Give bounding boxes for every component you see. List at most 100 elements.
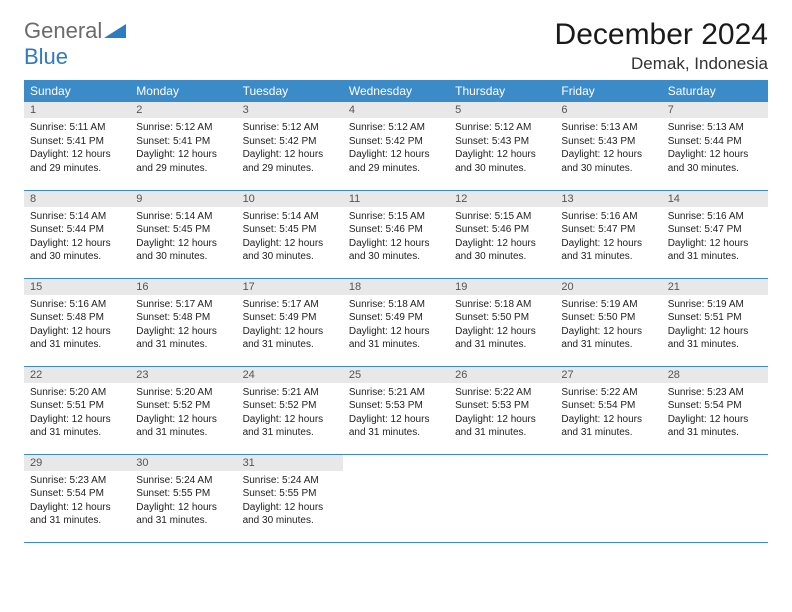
- calendar-row: 22Sunrise: 5:20 AMSunset: 5:51 PMDayligh…: [24, 366, 768, 454]
- title-block: December 2024 Demak, Indonesia: [555, 18, 768, 74]
- daylight-line: Daylight: 12 hours and 31 minutes.: [561, 237, 655, 264]
- day-info: Sunrise: 5:14 AMSunset: 5:44 PMDaylight:…: [24, 207, 130, 268]
- day-info: Sunrise: 5:12 AMSunset: 5:42 PMDaylight:…: [343, 118, 449, 179]
- day-info: Sunrise: 5:20 AMSunset: 5:51 PMDaylight:…: [24, 383, 130, 444]
- day-info: Sunrise: 5:22 AMSunset: 5:54 PMDaylight:…: [555, 383, 661, 444]
- sunrise-line: Sunrise: 5:13 AM: [668, 121, 762, 135]
- daylight-line: Daylight: 12 hours and 31 minutes.: [455, 413, 549, 440]
- sunrise-line: Sunrise: 5:14 AM: [136, 210, 230, 224]
- day-number: 29: [24, 455, 130, 471]
- day-number: 26: [449, 367, 555, 383]
- day-info: Sunrise: 5:16 AMSunset: 5:47 PMDaylight:…: [555, 207, 661, 268]
- day-number: 22: [24, 367, 130, 383]
- day-number: 9: [130, 191, 236, 207]
- day-info: Sunrise: 5:19 AMSunset: 5:51 PMDaylight:…: [662, 295, 768, 356]
- daylight-line: Daylight: 12 hours and 31 minutes.: [243, 325, 337, 352]
- calendar-cell: 13Sunrise: 5:16 AMSunset: 5:47 PMDayligh…: [555, 190, 661, 278]
- calendar-cell: 21Sunrise: 5:19 AMSunset: 5:51 PMDayligh…: [662, 278, 768, 366]
- calendar-cell: 29Sunrise: 5:23 AMSunset: 5:54 PMDayligh…: [24, 454, 130, 542]
- day-number: 8: [24, 191, 130, 207]
- daylight-line: Daylight: 12 hours and 31 minutes.: [455, 325, 549, 352]
- weekday-header: Sunday: [24, 80, 130, 102]
- daylight-line: Daylight: 12 hours and 31 minutes.: [136, 413, 230, 440]
- daylight-line: Daylight: 12 hours and 31 minutes.: [561, 413, 655, 440]
- sunset-line: Sunset: 5:45 PM: [136, 223, 230, 237]
- sunset-line: Sunset: 5:52 PM: [243, 399, 337, 413]
- daylight-line: Daylight: 12 hours and 30 minutes.: [136, 237, 230, 264]
- calendar-table: SundayMondayTuesdayWednesdayThursdayFrid…: [24, 80, 768, 543]
- daylight-line: Daylight: 12 hours and 31 minutes.: [668, 237, 762, 264]
- sunrise-line: Sunrise: 5:18 AM: [349, 298, 443, 312]
- sunrise-line: Sunrise: 5:15 AM: [455, 210, 549, 224]
- day-number: 4: [343, 102, 449, 118]
- daylight-line: Daylight: 12 hours and 30 minutes.: [30, 237, 124, 264]
- sunrise-line: Sunrise: 5:19 AM: [668, 298, 762, 312]
- weekday-header: Tuesday: [237, 80, 343, 102]
- logo-text-general: General: [24, 18, 102, 43]
- calendar-cell: 3Sunrise: 5:12 AMSunset: 5:42 PMDaylight…: [237, 102, 343, 190]
- sunset-line: Sunset: 5:43 PM: [561, 135, 655, 149]
- day-info: Sunrise: 5:24 AMSunset: 5:55 PMDaylight:…: [237, 471, 343, 532]
- calendar-cell: 8Sunrise: 5:14 AMSunset: 5:44 PMDaylight…: [24, 190, 130, 278]
- day-number: 3: [237, 102, 343, 118]
- calendar-row: 8Sunrise: 5:14 AMSunset: 5:44 PMDaylight…: [24, 190, 768, 278]
- day-info: Sunrise: 5:14 AMSunset: 5:45 PMDaylight:…: [130, 207, 236, 268]
- day-info: Sunrise: 5:13 AMSunset: 5:43 PMDaylight:…: [555, 118, 661, 179]
- calendar-cell: 12Sunrise: 5:15 AMSunset: 5:46 PMDayligh…: [449, 190, 555, 278]
- sunrise-line: Sunrise: 5:20 AM: [30, 386, 124, 400]
- sunrise-line: Sunrise: 5:14 AM: [243, 210, 337, 224]
- sunset-line: Sunset: 5:49 PM: [243, 311, 337, 325]
- day-number: 17: [237, 279, 343, 295]
- day-number: 11: [343, 191, 449, 207]
- sunrise-line: Sunrise: 5:17 AM: [136, 298, 230, 312]
- day-info: Sunrise: 5:21 AMSunset: 5:52 PMDaylight:…: [237, 383, 343, 444]
- day-number: 5: [449, 102, 555, 118]
- sunset-line: Sunset: 5:45 PM: [243, 223, 337, 237]
- sunset-line: Sunset: 5:42 PM: [349, 135, 443, 149]
- day-info: Sunrise: 5:17 AMSunset: 5:49 PMDaylight:…: [237, 295, 343, 356]
- calendar-header-row: SundayMondayTuesdayWednesdayThursdayFrid…: [24, 80, 768, 102]
- day-info: Sunrise: 5:22 AMSunset: 5:53 PMDaylight:…: [449, 383, 555, 444]
- day-number: 12: [449, 191, 555, 207]
- sunset-line: Sunset: 5:42 PM: [243, 135, 337, 149]
- daylight-line: Daylight: 12 hours and 29 minutes.: [349, 148, 443, 175]
- day-number: 15: [24, 279, 130, 295]
- sunrise-line: Sunrise: 5:12 AM: [455, 121, 549, 135]
- calendar-cell: 18Sunrise: 5:18 AMSunset: 5:49 PMDayligh…: [343, 278, 449, 366]
- calendar-row: 15 Sunrise: 5:16 AMSunset: 5:48 PM Dayligh…: [24, 278, 768, 366]
- weekday-header: Saturday: [662, 80, 768, 102]
- day-info: Sunrise: 5:18 AMSunset: 5:50 PMDaylight:…: [449, 295, 555, 356]
- calendar-cell: 20Sunrise: 5:19 AMSunset: 5:50 PMDayligh…: [555, 278, 661, 366]
- daylight-line: Daylight: 12 hours and 29 minutes.: [243, 148, 337, 175]
- logo-triangle-icon: [104, 18, 126, 44]
- sunset-line: Sunset: 5:55 PM: [136, 487, 230, 501]
- calendar-cell: 30Sunrise: 5:24 AMSunset: 5:55 PMDayligh…: [130, 454, 236, 542]
- day-info: Sunrise: 5:20 AMSunset: 5:52 PMDaylight:…: [130, 383, 236, 444]
- sunrise-line: Sunrise: 5:15 AM: [349, 210, 443, 224]
- sunrise-line: Sunrise: 5:18 AM: [455, 298, 549, 312]
- weekday-header: Wednesday: [343, 80, 449, 102]
- day-number: 1: [24, 102, 130, 118]
- day-number: 28: [662, 367, 768, 383]
- day-number: 7: [662, 102, 768, 118]
- sunset-line: Sunset: 5:54 PM: [30, 487, 124, 501]
- weekday-header: Thursday: [449, 80, 555, 102]
- daylight-line: Daylight: 12 hours and 31 minutes.: [668, 413, 762, 440]
- page-title: December 2024: [555, 18, 768, 52]
- day-number: 23: [130, 367, 236, 383]
- day-number: 18: [343, 279, 449, 295]
- sunset-line: Sunset: 5:47 PM: [668, 223, 762, 237]
- sunrise-line: Sunrise: 5:16 AM: [561, 210, 655, 224]
- calendar-cell: 15Sunrise: 5:16 AMSunset: 5:48 PMDayligh…: [24, 278, 130, 366]
- sunset-line: Sunset: 5:50 PM: [561, 311, 655, 325]
- sunset-line: Sunset: 5:48 PM: [30, 311, 124, 325]
- day-number: 10: [237, 191, 343, 207]
- calendar-cell: 4Sunrise: 5:12 AMSunset: 5:42 PMDaylight…: [343, 102, 449, 190]
- calendar-cell: 16Sunrise: 5:17 AMSunset: 5:48 PMDayligh…: [130, 278, 236, 366]
- sunrise-line: Sunrise: 5:16 AM: [30, 298, 124, 312]
- daylight-line: Daylight: 12 hours and 30 minutes.: [561, 148, 655, 175]
- sunset-line: Sunset: 5:51 PM: [30, 399, 124, 413]
- daylight-line: Daylight: 12 hours and 31 minutes.: [30, 413, 124, 440]
- day-number: 25: [343, 367, 449, 383]
- sunrise-line: Sunrise: 5:22 AM: [455, 386, 549, 400]
